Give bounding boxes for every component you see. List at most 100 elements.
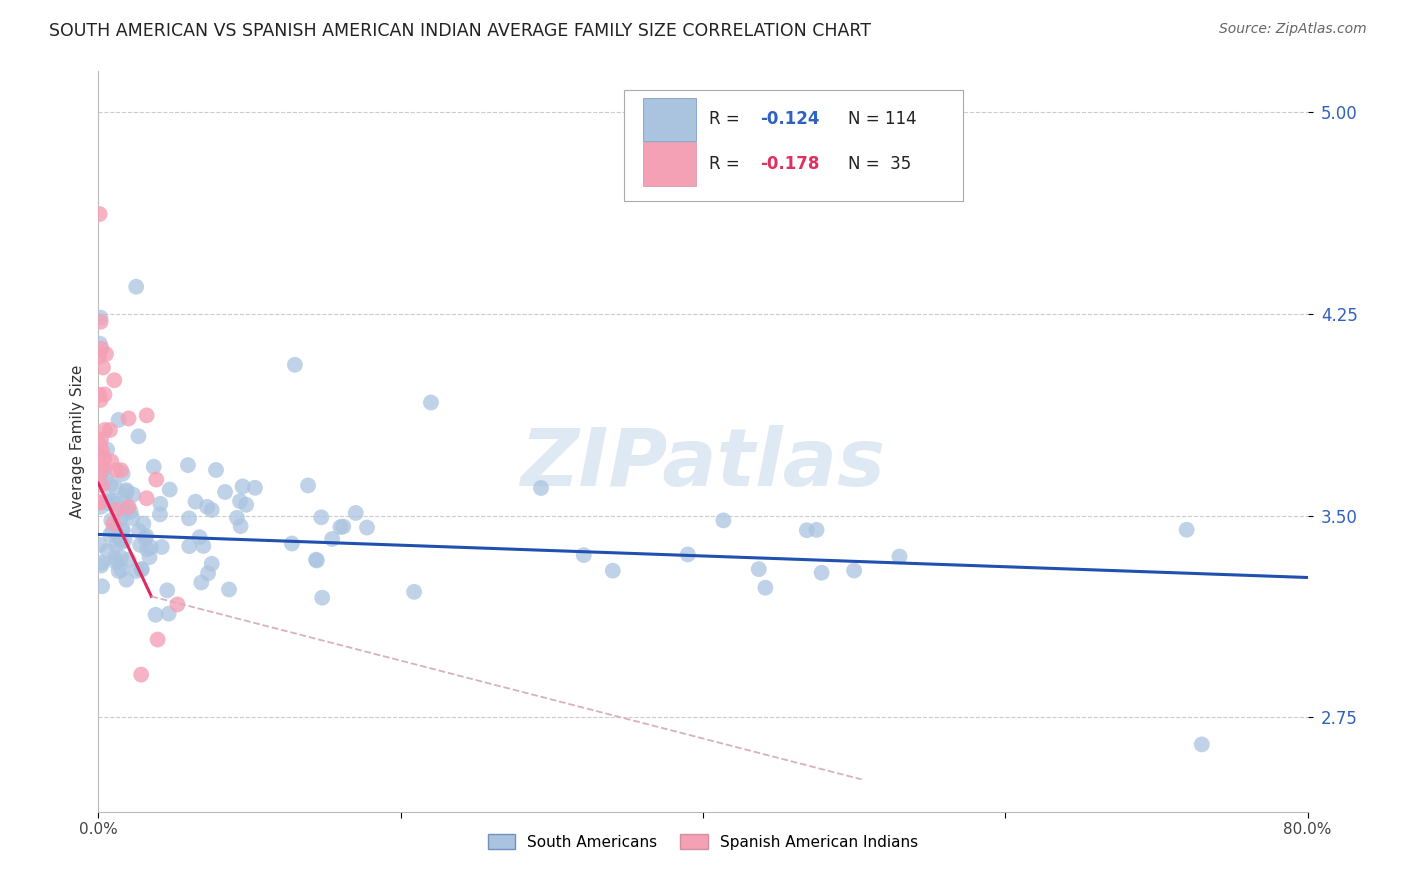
- Point: [93, 451, 115, 466]
- Point: [235, 498, 257, 512]
- Point: [138, 550, 160, 565]
- Text: -0.178: -0.178: [759, 155, 820, 173]
- Point: [205, 463, 228, 477]
- Point: [112, 507, 135, 521]
- Point: [104, 538, 127, 552]
- Point: [115, 484, 138, 499]
- Point: [190, 575, 212, 590]
- Point: [100, 513, 122, 527]
- Point: [90, 450, 112, 464]
- FancyBboxPatch shape: [643, 97, 696, 141]
- Point: [305, 552, 328, 566]
- Point: [129, 538, 152, 552]
- Point: [201, 557, 224, 571]
- Point: [100, 477, 122, 491]
- Point: [107, 413, 129, 427]
- Point: [89, 310, 111, 325]
- Y-axis label: Average Family Size: Average Family Size: [69, 365, 84, 518]
- Point: [89, 392, 111, 407]
- Point: [145, 607, 167, 622]
- Point: [284, 358, 307, 372]
- Point: [89, 495, 111, 509]
- Point: [806, 523, 828, 537]
- Point: [135, 491, 157, 506]
- Point: [90, 558, 112, 573]
- Point: [90, 433, 112, 447]
- Point: [107, 564, 129, 578]
- Point: [226, 511, 249, 525]
- Point: [344, 506, 367, 520]
- Legend: South Americans, Spanish American Indians: South Americans, Spanish American Indian…: [482, 828, 924, 856]
- Point: [356, 520, 378, 534]
- Point: [229, 519, 252, 533]
- Point: [117, 553, 139, 567]
- Point: [96, 442, 118, 457]
- Point: [89, 336, 111, 351]
- Point: [117, 411, 139, 425]
- Point: [134, 531, 156, 545]
- Point: [145, 473, 167, 487]
- Point: [135, 409, 157, 423]
- FancyBboxPatch shape: [624, 90, 963, 201]
- Point: [105, 555, 128, 569]
- Point: [810, 566, 832, 580]
- Point: [115, 483, 138, 497]
- Point: [96, 544, 118, 558]
- Point: [110, 535, 132, 549]
- Point: [90, 478, 112, 492]
- Point: [114, 489, 136, 503]
- Point: [184, 494, 207, 508]
- Point: [177, 511, 200, 525]
- Point: [101, 524, 124, 538]
- Point: [602, 564, 624, 578]
- Point: [89, 438, 111, 452]
- Point: [90, 443, 112, 458]
- Text: Source: ZipAtlas.com: Source: ZipAtlas.com: [1219, 22, 1367, 37]
- Point: [108, 530, 131, 544]
- Point: [105, 463, 128, 477]
- Point: [110, 513, 132, 527]
- Point: [97, 496, 120, 510]
- Text: -0.124: -0.124: [759, 111, 820, 128]
- Point: [97, 492, 120, 507]
- Point: [201, 503, 224, 517]
- Point: [844, 564, 866, 578]
- Point: [94, 423, 117, 437]
- Point: [195, 500, 218, 514]
- Point: [748, 562, 770, 576]
- Point: [94, 472, 117, 486]
- Point: [243, 481, 266, 495]
- Point: [90, 500, 112, 514]
- Point: [131, 562, 153, 576]
- Point: [321, 532, 343, 546]
- Point: [91, 360, 114, 375]
- Point: [89, 538, 111, 552]
- Point: [179, 539, 201, 553]
- Point: [1175, 523, 1198, 537]
- Point: [166, 598, 188, 612]
- Point: [128, 524, 150, 538]
- Point: [89, 350, 111, 364]
- Point: [90, 556, 112, 570]
- Point: [229, 494, 252, 508]
- Point: [89, 207, 111, 221]
- Point: [754, 581, 776, 595]
- Point: [89, 495, 111, 509]
- Text: SOUTH AMERICAN VS SPANISH AMERICAN INDIAN AVERAGE FAMILY SIZE CORRELATION CHART: SOUTH AMERICAN VS SPANISH AMERICAN INDIA…: [49, 22, 872, 40]
- Point: [281, 536, 304, 550]
- Point: [91, 579, 114, 593]
- Point: [177, 458, 200, 472]
- Point: [90, 315, 112, 329]
- Point: [150, 540, 173, 554]
- Point: [115, 573, 138, 587]
- Point: [120, 505, 142, 519]
- Point: [132, 516, 155, 531]
- Point: [110, 463, 132, 477]
- Point: [93, 387, 115, 401]
- Point: [311, 591, 333, 605]
- Text: R =: R =: [709, 155, 745, 173]
- Point: [135, 529, 157, 543]
- Point: [156, 583, 179, 598]
- Point: [103, 373, 125, 387]
- Point: [676, 548, 699, 562]
